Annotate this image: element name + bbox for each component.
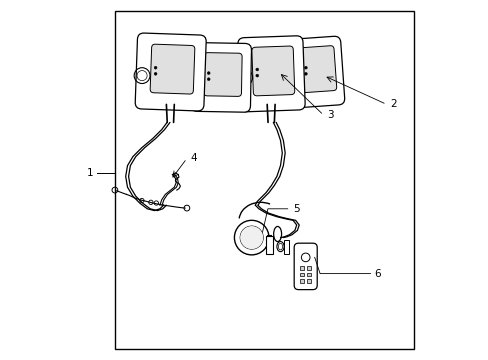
Bar	[300, 266, 304, 270]
FancyBboxPatch shape	[190, 42, 251, 112]
Text: 1: 1	[86, 168, 93, 178]
Bar	[284, 240, 289, 254]
Text: 4: 4	[190, 153, 197, 163]
Circle shape	[207, 72, 210, 75]
Circle shape	[304, 72, 306, 75]
Text: 6: 6	[373, 269, 380, 279]
Bar	[115, 11, 413, 349]
Bar	[306, 279, 310, 283]
Text: 2: 2	[389, 99, 396, 109]
Text: 3: 3	[326, 110, 333, 120]
FancyBboxPatch shape	[288, 36, 344, 108]
FancyBboxPatch shape	[237, 36, 305, 112]
Circle shape	[255, 74, 258, 77]
FancyBboxPatch shape	[203, 53, 242, 96]
Circle shape	[154, 66, 157, 69]
Bar	[306, 273, 310, 276]
FancyBboxPatch shape	[299, 46, 336, 93]
Bar	[300, 279, 304, 283]
Circle shape	[240, 226, 263, 249]
Circle shape	[304, 66, 306, 69]
FancyBboxPatch shape	[135, 33, 206, 111]
FancyBboxPatch shape	[294, 243, 317, 289]
Circle shape	[255, 68, 258, 71]
FancyBboxPatch shape	[251, 46, 294, 96]
Bar	[266, 236, 272, 254]
Bar	[306, 266, 310, 270]
Circle shape	[207, 78, 210, 81]
FancyBboxPatch shape	[150, 44, 194, 94]
Bar	[300, 273, 304, 276]
Text: 5: 5	[292, 204, 299, 214]
Circle shape	[154, 72, 157, 75]
